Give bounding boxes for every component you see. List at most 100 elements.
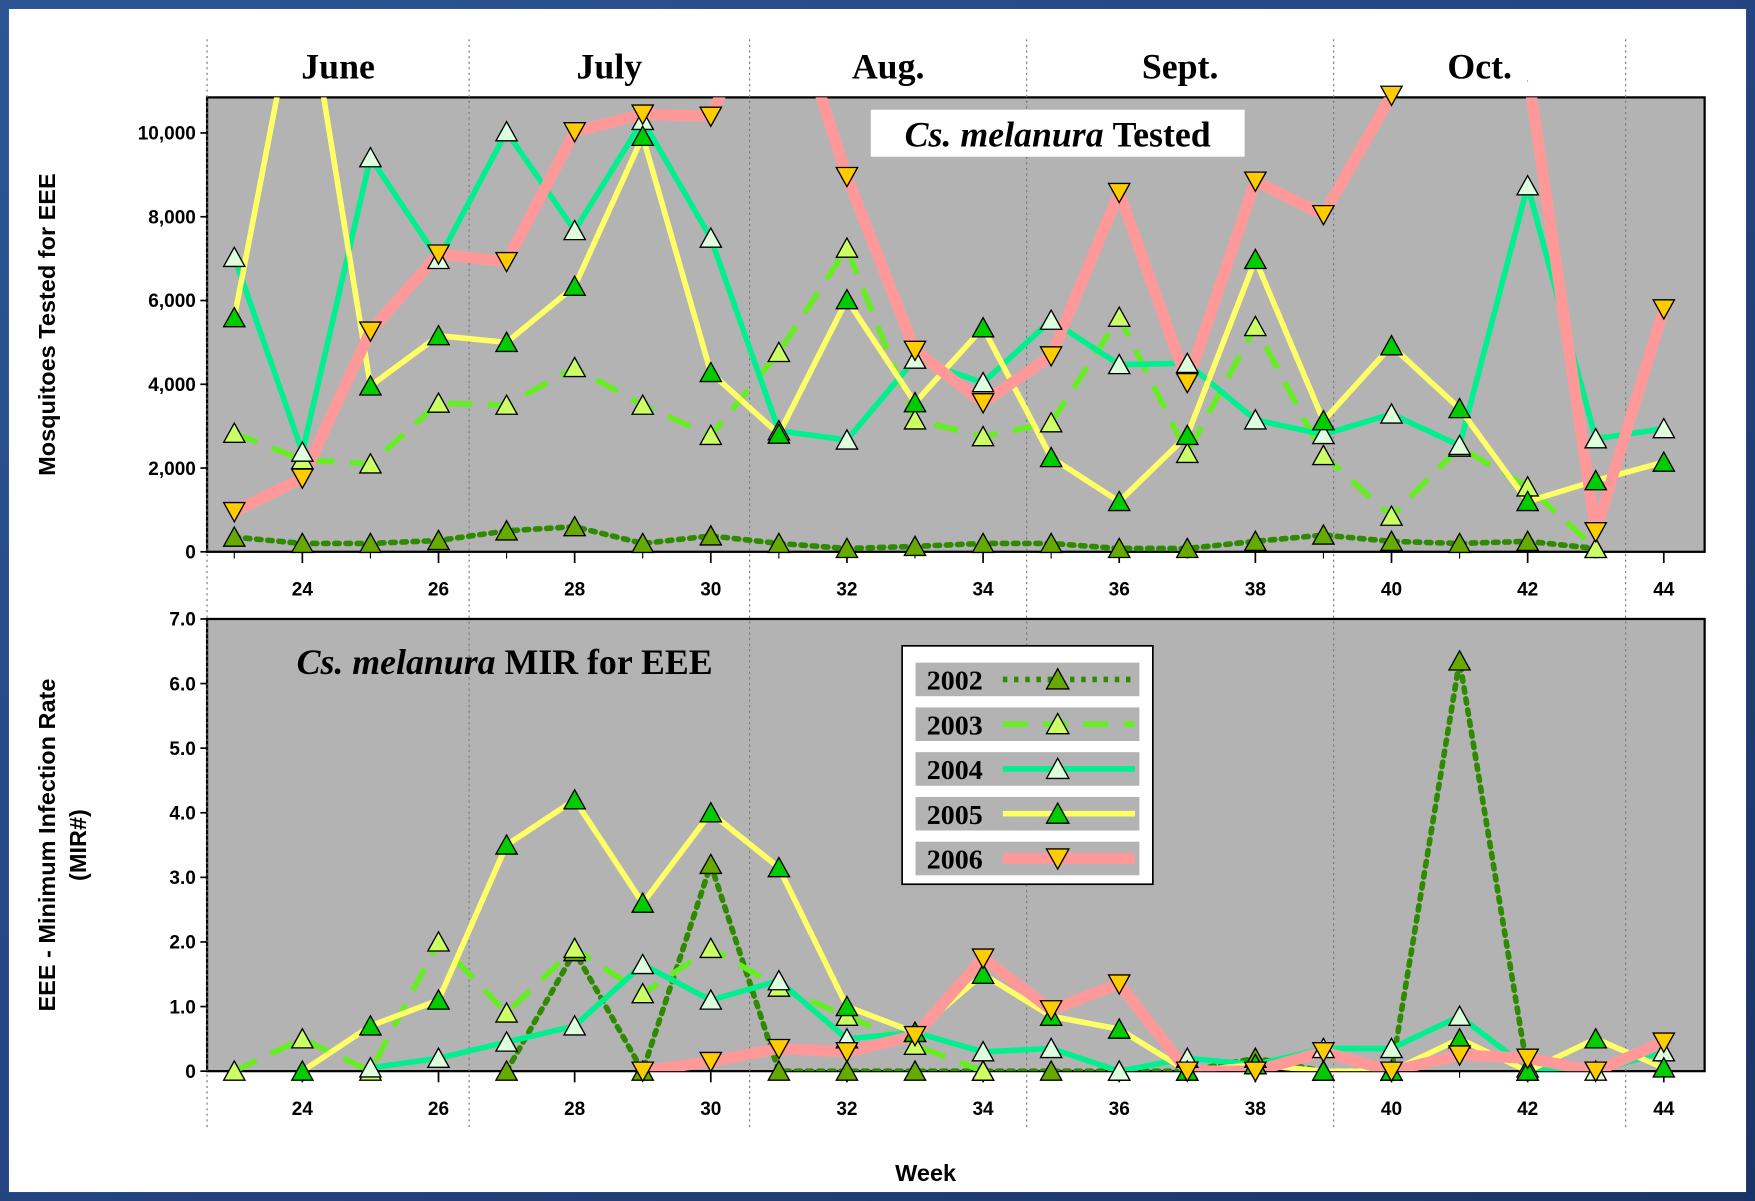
- marker: [1447, 1045, 1472, 1067]
- marker: [903, 340, 927, 362]
- x-tick-label: 38: [1245, 579, 1266, 600]
- x-tick-label: 30: [700, 1099, 721, 1120]
- plot-area: [205, 96, 1706, 553]
- marker: [971, 371, 995, 393]
- marker: [222, 501, 247, 524]
- marker: [494, 1059, 519, 1081]
- marker: [1175, 372, 1200, 395]
- x-tick-label: 36: [1109, 1099, 1130, 1120]
- marker: [1243, 408, 1268, 430]
- marker: [562, 515, 587, 537]
- marker: [903, 408, 927, 430]
- series-line: [228, 97, 1670, 538]
- marker: [1243, 529, 1268, 552]
- marker: [1447, 433, 1472, 456]
- marker: [290, 1059, 315, 1081]
- y-axis-title: Mosquitoes Tested for EEE: [34, 173, 60, 476]
- chart-title: Cs. melanura MIR for EEE: [297, 642, 713, 682]
- month-label: Aug.: [852, 46, 925, 86]
- marker: [767, 422, 791, 444]
- marker: [1039, 446, 1063, 468]
- marker: [358, 531, 383, 554]
- marker: [222, 1059, 247, 1081]
- marker: [1243, 171, 1268, 193]
- marker: [562, 1014, 587, 1036]
- marker: [1107, 1017, 1131, 1039]
- marker: [1107, 536, 1131, 559]
- legend-marker: [1045, 712, 1071, 735]
- marker: [426, 988, 451, 1010]
- x-tick-label: 44: [1653, 579, 1675, 600]
- marker: [1652, 1056, 1676, 1078]
- y-tick-label: 8,000: [148, 207, 196, 228]
- series-line: [637, 952, 1670, 1072]
- marker: [494, 1030, 519, 1052]
- marker: [1243, 1061, 1268, 1083]
- marker: [630, 1061, 655, 1083]
- y-tick-label: 5.0: [169, 739, 195, 760]
- y-tick-label: 0: [185, 1062, 196, 1083]
- marker: [1379, 529, 1404, 552]
- marker: [1311, 1042, 1336, 1064]
- marker: [699, 226, 723, 248]
- marker: [835, 288, 859, 310]
- series-line: [367, 961, 1667, 1072]
- title-italic: Cs. melanura: [297, 642, 496, 682]
- marker: [290, 531, 315, 554]
- marker: [630, 124, 655, 147]
- marker: [1039, 1037, 1063, 1059]
- x-tick-label: 42: [1517, 1099, 1538, 1120]
- marker: [699, 852, 723, 875]
- marker: [1039, 531, 1063, 554]
- title-italic: Cs. melanura: [905, 115, 1104, 155]
- marker: [494, 833, 519, 855]
- series-lines: [233, 658, 1670, 1072]
- legend-label: 2006: [927, 845, 983, 876]
- marker: [562, 936, 587, 959]
- marker: [1107, 182, 1131, 204]
- x-tick-label: 36: [1109, 579, 1130, 600]
- marker: [630, 891, 655, 913]
- marker: [1583, 521, 1608, 544]
- marker: [1379, 504, 1404, 526]
- marker: [562, 122, 587, 144]
- y-tick-label: 4,000: [148, 375, 196, 396]
- marker: [1515, 174, 1540, 196]
- marker: [1652, 417, 1676, 439]
- legend-label: 2003: [927, 710, 983, 741]
- x-tick-label: 40: [1381, 579, 1402, 600]
- marker: [426, 1046, 451, 1068]
- marker: [1583, 469, 1608, 491]
- marker: [358, 321, 383, 343]
- marker: [1243, 315, 1268, 337]
- marker: [699, 106, 723, 128]
- marker: [358, 146, 383, 168]
- marker: [1652, 299, 1676, 321]
- marker: [1311, 204, 1336, 227]
- legend-marker: [1045, 801, 1071, 824]
- marker: [699, 361, 723, 383]
- marker: [562, 219, 587, 241]
- x-tick-label: 42: [1517, 579, 1538, 600]
- marker: [1583, 1061, 1608, 1083]
- marker: [767, 1059, 791, 1081]
- marker: [1039, 308, 1063, 330]
- y-tick-label: 3.0: [169, 868, 195, 889]
- marker: [358, 1056, 383, 1078]
- marker: [562, 788, 587, 810]
- marker: [494, 393, 519, 415]
- marker: [971, 425, 995, 447]
- marker: [494, 251, 519, 274]
- marker: [426, 324, 451, 346]
- marker: [1039, 1000, 1063, 1022]
- marker: [1175, 441, 1200, 464]
- marker: [358, 1014, 383, 1036]
- series-line: [231, 97, 1667, 505]
- marker: [835, 995, 859, 1017]
- marker: [630, 104, 655, 126]
- y-tick-label: 0: [185, 543, 196, 564]
- marker: [835, 236, 859, 258]
- chart-title: Cs. melanura Tested: [905, 115, 1211, 155]
- series-markers: [222, 649, 1676, 1083]
